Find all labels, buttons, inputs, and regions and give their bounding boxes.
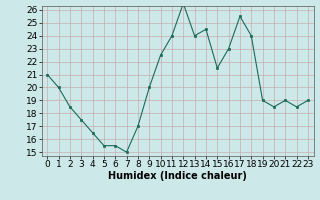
X-axis label: Humidex (Indice chaleur): Humidex (Indice chaleur)	[108, 171, 247, 181]
